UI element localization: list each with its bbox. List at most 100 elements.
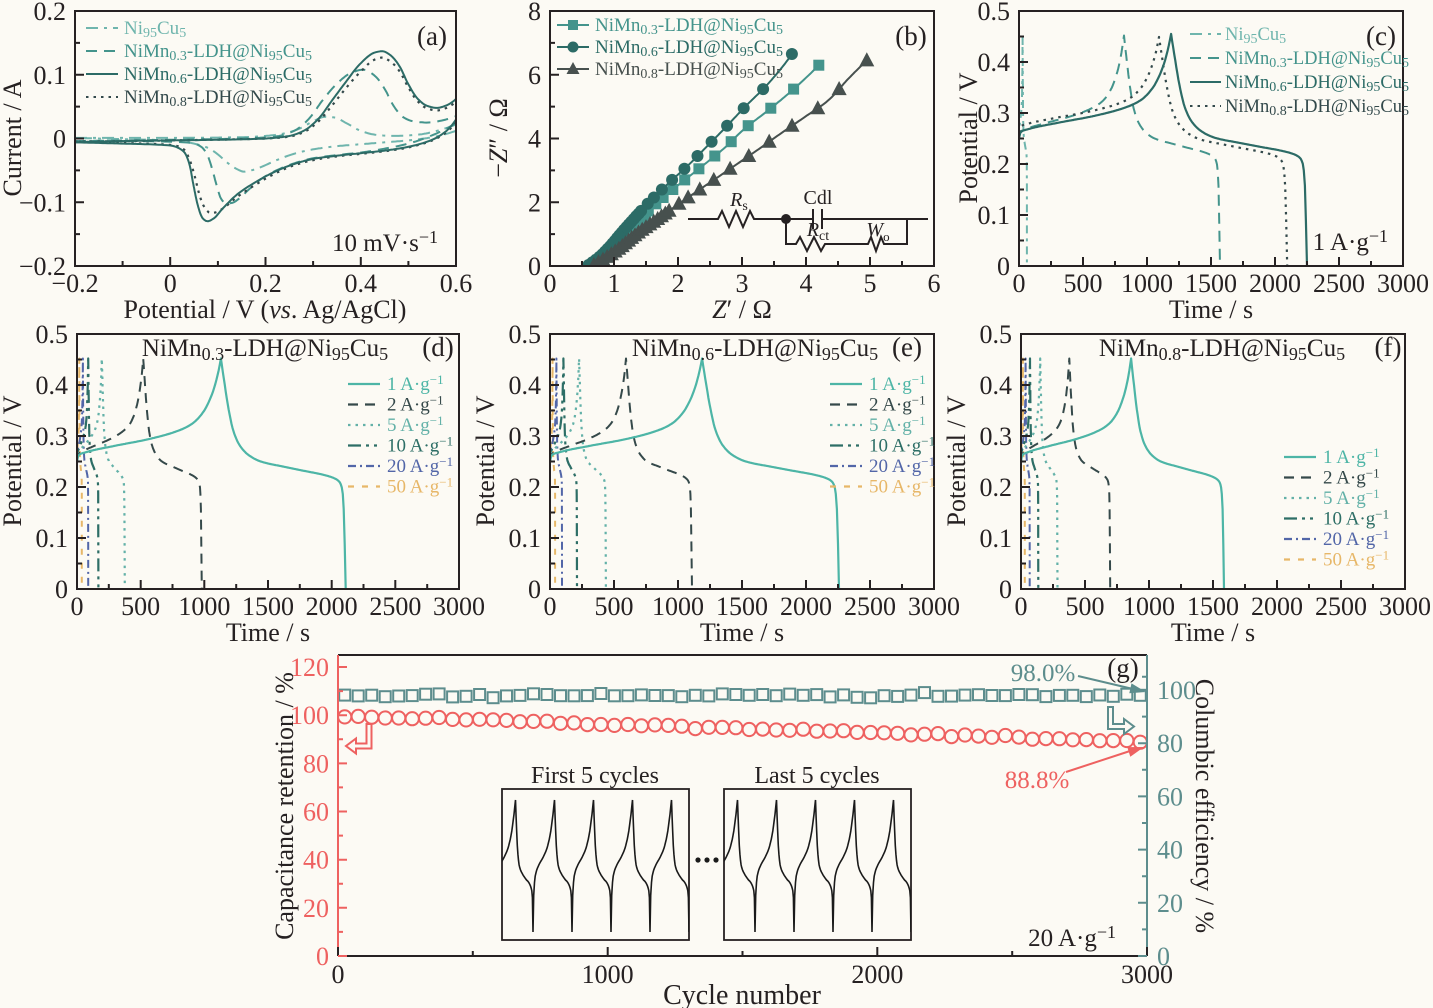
svg-text:Cdl: Cdl xyxy=(804,187,833,209)
svg-text:5 A·g−1​: 5 A·g−1​ xyxy=(387,413,444,436)
svg-text:(g): (g) xyxy=(1107,653,1138,683)
svg-text:Columbic efficiency / %: Columbic efficiency / % xyxy=(1190,679,1219,933)
svg-text:0.3: 0.3 xyxy=(980,422,1013,451)
svg-text:NiMn0.8​-LDH@Ni95​Cu5​: NiMn0.8​-LDH@Ni95​Cu5​ xyxy=(124,87,312,110)
svg-text:(b): (b) xyxy=(895,21,926,51)
svg-text:NiMn0.8​-LDH@Ni95​Cu5​: NiMn0.8​-LDH@Ni95​Cu5​ xyxy=(1225,97,1409,119)
svg-text:80: 80 xyxy=(1157,729,1183,758)
svg-text:2: 2 xyxy=(528,188,541,217)
svg-text:8: 8 xyxy=(528,0,541,26)
svg-text:5: 5 xyxy=(864,269,877,298)
svg-text:Potential / V: Potential / V xyxy=(942,395,971,526)
svg-text:88.8%: 88.8% xyxy=(1005,767,1070,794)
svg-text:0.1: 0.1 xyxy=(36,524,69,553)
svg-text:0: 0 xyxy=(544,269,557,298)
svg-text:0: 0 xyxy=(999,575,1012,604)
svg-text:0.3: 0.3 xyxy=(36,422,69,451)
svg-text:3000: 3000 xyxy=(1121,960,1173,989)
svg-text:3: 3 xyxy=(736,269,749,298)
svg-text:3000: 3000 xyxy=(433,592,485,621)
svg-text:Z′ / Ω: Z′ / Ω xyxy=(712,295,772,324)
svg-text:2 A·g−1​: 2 A·g−1​ xyxy=(869,393,926,416)
svg-text:1 A·g−1​: 1 A·g−1​ xyxy=(387,372,444,395)
svg-text:0.5: 0.5 xyxy=(978,0,1011,26)
svg-text:0.5: 0.5 xyxy=(980,320,1013,349)
svg-text:500: 500 xyxy=(1066,592,1105,621)
svg-text:1 A·g−1​: 1 A·g−1​ xyxy=(1323,445,1380,468)
svg-text:0.3: 0.3 xyxy=(509,422,542,451)
svg-text:Ni95​Cu5​: Ni95​Cu5​ xyxy=(1225,25,1286,47)
svg-text:0.1: 0.1 xyxy=(509,524,542,553)
svg-text:2000: 2000 xyxy=(306,592,358,621)
svg-text:500: 500 xyxy=(595,592,634,621)
svg-text:3000: 3000 xyxy=(908,592,960,621)
svg-text:0: 0 xyxy=(1157,942,1170,971)
svg-text:0: 0 xyxy=(53,125,66,154)
svg-text:NiMn0.6​-LDH@Ni95​Cu5​: NiMn0.6​-LDH@Ni95​Cu5​ xyxy=(632,335,878,364)
svg-text:0: 0 xyxy=(528,575,541,604)
svg-text:NiMn0.3​-LDH@Ni95​Cu5​: NiMn0.3​-LDH@Ni95​Cu5​ xyxy=(142,335,388,364)
svg-text:Potential / V (vs. Ag/AgCl): Potential / V (vs. Ag/AgCl) xyxy=(124,295,407,324)
svg-text:10 A·g−1​: 10 A·g−1​ xyxy=(1323,507,1389,530)
svg-text:10 A·g−1​: 10 A·g−1​ xyxy=(387,434,453,457)
svg-text:60: 60 xyxy=(303,798,329,827)
svg-text:0.1: 0.1 xyxy=(980,524,1013,553)
svg-text:−0.2: −0.2 xyxy=(19,252,66,281)
svg-text:2500: 2500 xyxy=(1313,269,1365,298)
svg-text:500: 500 xyxy=(121,592,160,621)
svg-text:Time / s: Time / s xyxy=(1169,295,1253,324)
svg-text:20 A·g−1​: 20 A·g−1​ xyxy=(387,454,453,477)
svg-text:1500: 1500 xyxy=(1187,592,1239,621)
svg-text:20 A·g−1​: 20 A·g−1​ xyxy=(1323,527,1389,550)
svg-text:120: 120 xyxy=(290,653,329,682)
svg-text:Current / A: Current / A xyxy=(0,79,27,196)
svg-text:100: 100 xyxy=(1157,676,1196,705)
svg-text:20: 20 xyxy=(303,894,329,923)
svg-text:(d): (d) xyxy=(422,332,453,362)
svg-text:80: 80 xyxy=(303,749,329,778)
svg-text:Time / s: Time / s xyxy=(700,618,784,647)
svg-text:0.2: 0.2 xyxy=(978,150,1011,179)
svg-text:0.4: 0.4 xyxy=(980,371,1013,400)
svg-text:4: 4 xyxy=(528,125,541,154)
svg-text:Wo: Wo xyxy=(866,219,889,244)
svg-text:0.5: 0.5 xyxy=(509,320,542,349)
svg-text:0: 0 xyxy=(164,269,177,298)
svg-text:NiMn0.6​-LDH@Ni95​Cu5​: NiMn0.6​-LDH@Ni95​Cu5​ xyxy=(595,37,783,60)
svg-text:0.2: 0.2 xyxy=(36,473,69,502)
svg-text:2 A·g−1​: 2 A·g−1​ xyxy=(1323,466,1380,489)
svg-text:Potential / V: Potential / V xyxy=(0,395,27,526)
svg-text:0.4: 0.4 xyxy=(509,371,542,400)
svg-text:0: 0 xyxy=(332,960,345,989)
svg-text:2500: 2500 xyxy=(844,592,896,621)
svg-text:1: 1 xyxy=(608,269,621,298)
svg-text:Cycle number: Cycle number xyxy=(663,980,822,1008)
svg-text:0.4: 0.4 xyxy=(36,371,69,400)
svg-text:First 5 cycles: First 5 cycles xyxy=(531,763,659,789)
svg-text:4: 4 xyxy=(800,269,813,298)
svg-text:1500: 1500 xyxy=(1185,269,1237,298)
svg-text:3000: 3000 xyxy=(1377,269,1429,298)
svg-text:5 A·g−1​: 5 A·g−1​ xyxy=(869,413,926,436)
svg-text:Time / s: Time / s xyxy=(1171,618,1255,647)
svg-text:NiMn0.8​-LDH@Ni95​Cu5​: NiMn0.8​-LDH@Ni95​Cu5​ xyxy=(1099,335,1345,364)
svg-text:Last 5 cycles: Last 5 cycles xyxy=(754,763,879,789)
svg-text:Potential / V: Potential / V xyxy=(471,395,500,526)
svg-text:0: 0 xyxy=(1013,269,1026,298)
svg-text:1000: 1000 xyxy=(178,592,230,621)
svg-text:Ni95​Cu5​: Ni95​Cu5​ xyxy=(124,18,186,41)
svg-text:2 A·g−1​: 2 A·g−1​ xyxy=(387,393,444,416)
svg-text:20 A·g−1​: 20 A·g−1​ xyxy=(869,454,935,477)
svg-text:40: 40 xyxy=(1157,836,1183,865)
svg-text:Rs: Rs xyxy=(729,189,748,214)
svg-text:0: 0 xyxy=(316,942,329,971)
svg-text:2000: 2000 xyxy=(780,592,832,621)
svg-text:98.0%: 98.0% xyxy=(1011,660,1076,687)
svg-text:1000: 1000 xyxy=(652,592,704,621)
svg-text:1500: 1500 xyxy=(242,592,294,621)
svg-text:0: 0 xyxy=(528,252,541,281)
svg-text:100: 100 xyxy=(290,701,329,730)
svg-text:2000: 2000 xyxy=(1251,592,1303,621)
svg-text:20: 20 xyxy=(1157,889,1183,918)
svg-text:1 A·g−1​: 1 A·g−1​ xyxy=(1313,226,1388,256)
